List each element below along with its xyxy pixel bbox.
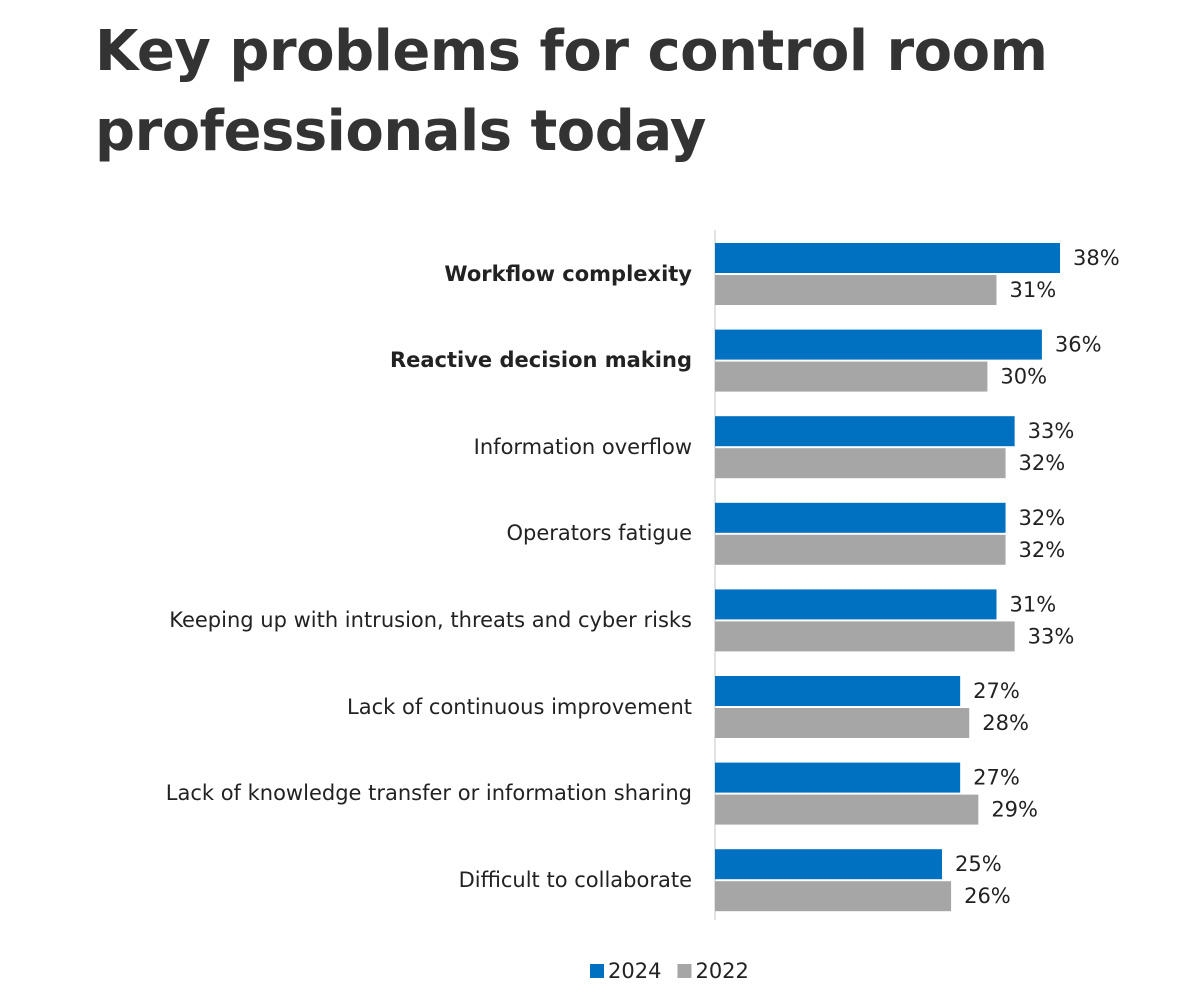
bar [715, 416, 1015, 447]
bar [715, 361, 988, 392]
value-label: 31% [1009, 592, 1056, 616]
bar [715, 621, 1015, 652]
chart-title: Key problems for control room profession… [95, 19, 1048, 164]
value-label: 25% [955, 852, 1002, 876]
value-label: 33% [1028, 624, 1075, 648]
bar [715, 329, 1042, 360]
bar [715, 589, 997, 620]
value-label: 31% [1009, 278, 1056, 302]
legend-swatch [590, 964, 604, 978]
category-label: Reactive decision making [389, 348, 692, 373]
value-label: 27% [973, 679, 1020, 703]
category-label: Keeping up with intrusion, threats and c… [169, 607, 692, 632]
category-label: Operators fatigue [506, 521, 692, 546]
value-label: 30% [1000, 365, 1047, 389]
bar [715, 794, 979, 825]
bar [715, 275, 997, 305]
bar [715, 243, 1061, 273]
value-label: 26% [964, 884, 1011, 908]
bar [715, 534, 1006, 565]
bar [715, 881, 952, 912]
bar [715, 676, 961, 706]
legend-swatch [677, 964, 692, 978]
bar [715, 762, 961, 793]
value-label: 32% [1019, 538, 1066, 562]
bar [715, 708, 970, 738]
value-label: 27% [973, 766, 1020, 790]
bar [715, 448, 1006, 479]
category-label: Information overflow [473, 434, 692, 459]
bar [715, 849, 942, 880]
legend-label: 2024 [608, 959, 661, 983]
category-label: Workflow complexity [444, 261, 692, 286]
value-label: 32% [1019, 506, 1066, 530]
value-label: 33% [1028, 419, 1075, 443]
value-label: 28% [982, 711, 1029, 735]
value-label: 29% [991, 798, 1038, 822]
bar [715, 502, 1006, 533]
value-label: 32% [1019, 451, 1066, 475]
category-label: Difficult to collaborate [458, 867, 692, 892]
legend-label: 2022 [695, 959, 748, 983]
category-label: Lack of knowledge transfer or informatio… [165, 781, 692, 806]
value-label: 36% [1055, 333, 1102, 357]
value-label: 38% [1073, 246, 1120, 270]
category-label: Lack of continuous improvement [347, 694, 692, 719]
